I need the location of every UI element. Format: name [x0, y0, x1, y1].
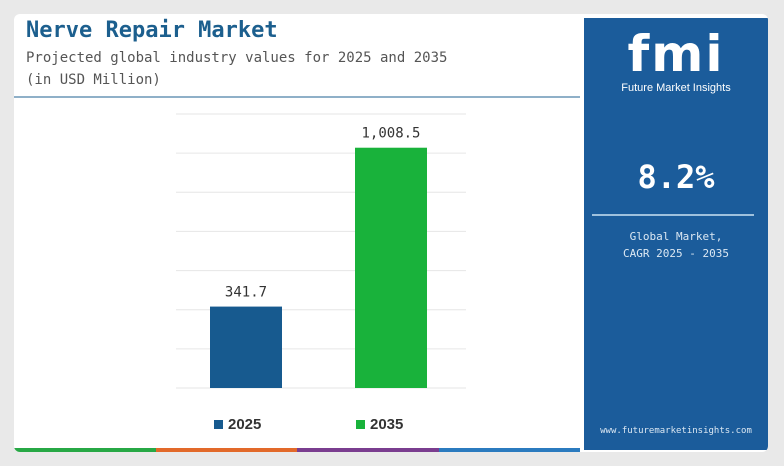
title-divider — [14, 96, 580, 98]
sidebar-divider — [592, 214, 754, 216]
cagr-value: 8.2% — [637, 158, 715, 196]
bottom-bar-segment — [297, 448, 439, 452]
data-label-2025: 341.7 — [225, 285, 267, 301]
fmi-logo: fmi — [627, 25, 725, 83]
cagr-description: Global Market, CAGR 2025 - 2035 — [584, 228, 768, 262]
bottom-bar-segment — [14, 448, 156, 452]
cagr-line-2: CAGR 2025 - 2035 — [623, 247, 729, 260]
legend-label-2035: 2035 — [370, 416, 403, 433]
bottom-bar-segment — [155, 448, 297, 452]
website-link[interactable]: www.futuremarketinsights.com — [600, 426, 752, 436]
bar-chart: 341.7 1,008.5 2025 2035 — [176, 113, 466, 433]
page-subtitle: Projected global industry values for 202… — [26, 47, 546, 91]
bottom-bar-segment — [438, 448, 580, 452]
bar-2035 — [355, 147, 427, 388]
chart-card: Nerve Repair Market Projected global ind… — [14, 14, 768, 452]
legend-swatch-2035 — [356, 420, 365, 429]
bottom-color-bar — [14, 448, 580, 452]
legend-swatch-2025 — [214, 420, 223, 429]
cagr-line-1: Global Market, — [629, 230, 723, 243]
legend-label-2025: 2025 — [228, 416, 261, 433]
data-label-2035: 1,008.5 — [361, 126, 420, 142]
bar-2025 — [210, 306, 282, 388]
sidebar-panel: fmi Future Market Insights 8.2% Global M… — [584, 18, 768, 450]
subtitle-line-1: Projected global industry values for 202… — [26, 50, 448, 66]
logo-caption: Future Market Insights — [621, 82, 731, 94]
subtitle-line-2: (in USD Million) — [26, 72, 161, 88]
page-title: Nerve Repair Market — [26, 18, 278, 43]
